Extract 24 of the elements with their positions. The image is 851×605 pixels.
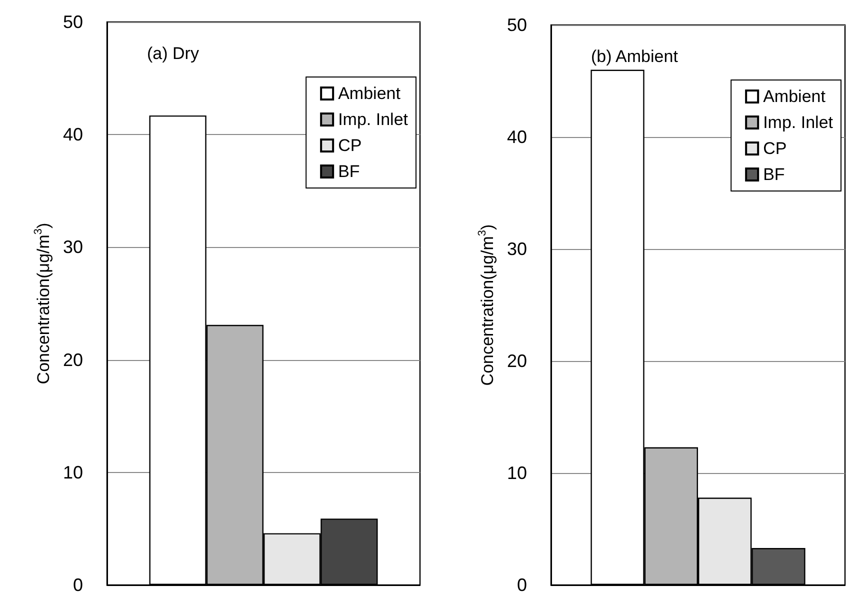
y-tick-label: 0 <box>72 575 83 595</box>
y-tick-label: 20 <box>506 351 527 371</box>
legend-label: Imp. Inlet <box>338 110 408 129</box>
text: (b) Ambient <box>591 47 678 66</box>
legend-label: BF <box>763 165 785 184</box>
y-tick-label: 50 <box>62 12 83 32</box>
y-axis-title: Concentration(μg/m3) <box>476 224 498 386</box>
y-tick-label: 30 <box>506 239 527 259</box>
y-tick-label: 30 <box>62 237 83 258</box>
y-tick-label: 50 <box>506 15 527 35</box>
y-tick-label: 20 <box>62 350 83 370</box>
legend-label: CP <box>338 136 362 155</box>
legend-label: Ambient <box>763 87 826 106</box>
legend-label: Ambient <box>338 84 401 103</box>
y-tick-label: 0 <box>516 575 527 595</box>
y-tick-label: 10 <box>62 462 83 482</box>
y-axis-title: Concentration(μg/m3) <box>32 222 54 384</box>
y-tick-label: 10 <box>506 463 527 483</box>
legend-label: Imp. Inlet <box>763 113 834 132</box>
legend-label: CP <box>763 139 787 158</box>
text: (a) Dry <box>147 44 200 63</box>
legend-label: BF <box>338 162 360 181</box>
y-tick-label: 40 <box>62 124 83 145</box>
y-tick-label: 40 <box>506 127 527 147</box>
